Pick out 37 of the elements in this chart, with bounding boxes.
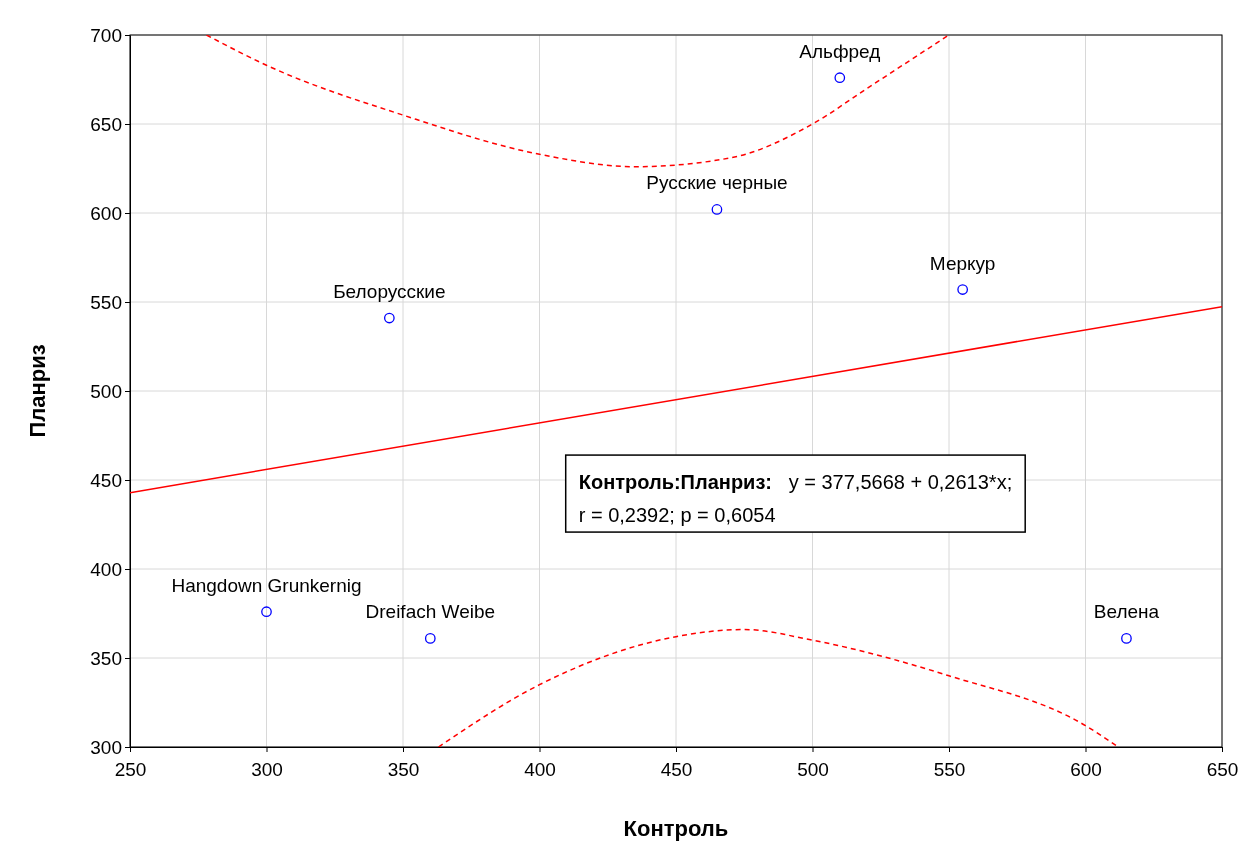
y-tick-label: 600 [90, 202, 122, 224]
x-tick-label: 350 [387, 758, 420, 780]
point [1121, 633, 1132, 644]
point [711, 204, 723, 215]
y-tick-label: 450 [90, 469, 122, 491]
y-tick-label: 300 [90, 736, 122, 758]
x-tick-label: 450 [660, 758, 693, 780]
x-tick-label: 250 [114, 758, 147, 780]
y-tick-label: 350 [90, 647, 122, 669]
x-tick-label: 300 [251, 758, 283, 780]
point [261, 606, 272, 618]
x-tick-label: 550 [933, 758, 966, 780]
annotation: Контроль:Планриз: y = 377,5668 + 0,2613*x; [578, 471, 1013, 494]
x-tick-label: 400 [524, 758, 556, 780]
y-tick-label: 700 [90, 24, 122, 46]
y-tick-label: 550 [90, 291, 122, 313]
x-axis-title: Контроль [623, 816, 729, 841]
point [383, 312, 395, 324]
point [424, 633, 436, 644]
point [834, 72, 846, 84]
data-label: Альфред [799, 40, 881, 62]
point [957, 284, 969, 295]
y-tick-label: 400 [90, 558, 122, 580]
x-tick-label: 500 [797, 758, 829, 780]
data-label: Hangdown Grunkernig [171, 574, 362, 596]
data-label: Велена [1093, 601, 1160, 623]
line-series [205, 35, 950, 168]
x-tick-label: 650 [1206, 758, 1239, 780]
data-label: Белорусские [333, 281, 446, 303]
y-tick-label: 500 [90, 380, 122, 402]
data-label: Меркур [929, 252, 996, 274]
y-axis-title: Планриз [25, 344, 50, 438]
annotation: r = 0,2392; p = 0,6054 [578, 504, 776, 527]
data-label: Русские черные [646, 172, 788, 194]
y-tick-label: 650 [90, 113, 122, 135]
x-tick-label: 600 [1070, 758, 1102, 780]
data-label: Dreifach Weibe [365, 601, 496, 623]
